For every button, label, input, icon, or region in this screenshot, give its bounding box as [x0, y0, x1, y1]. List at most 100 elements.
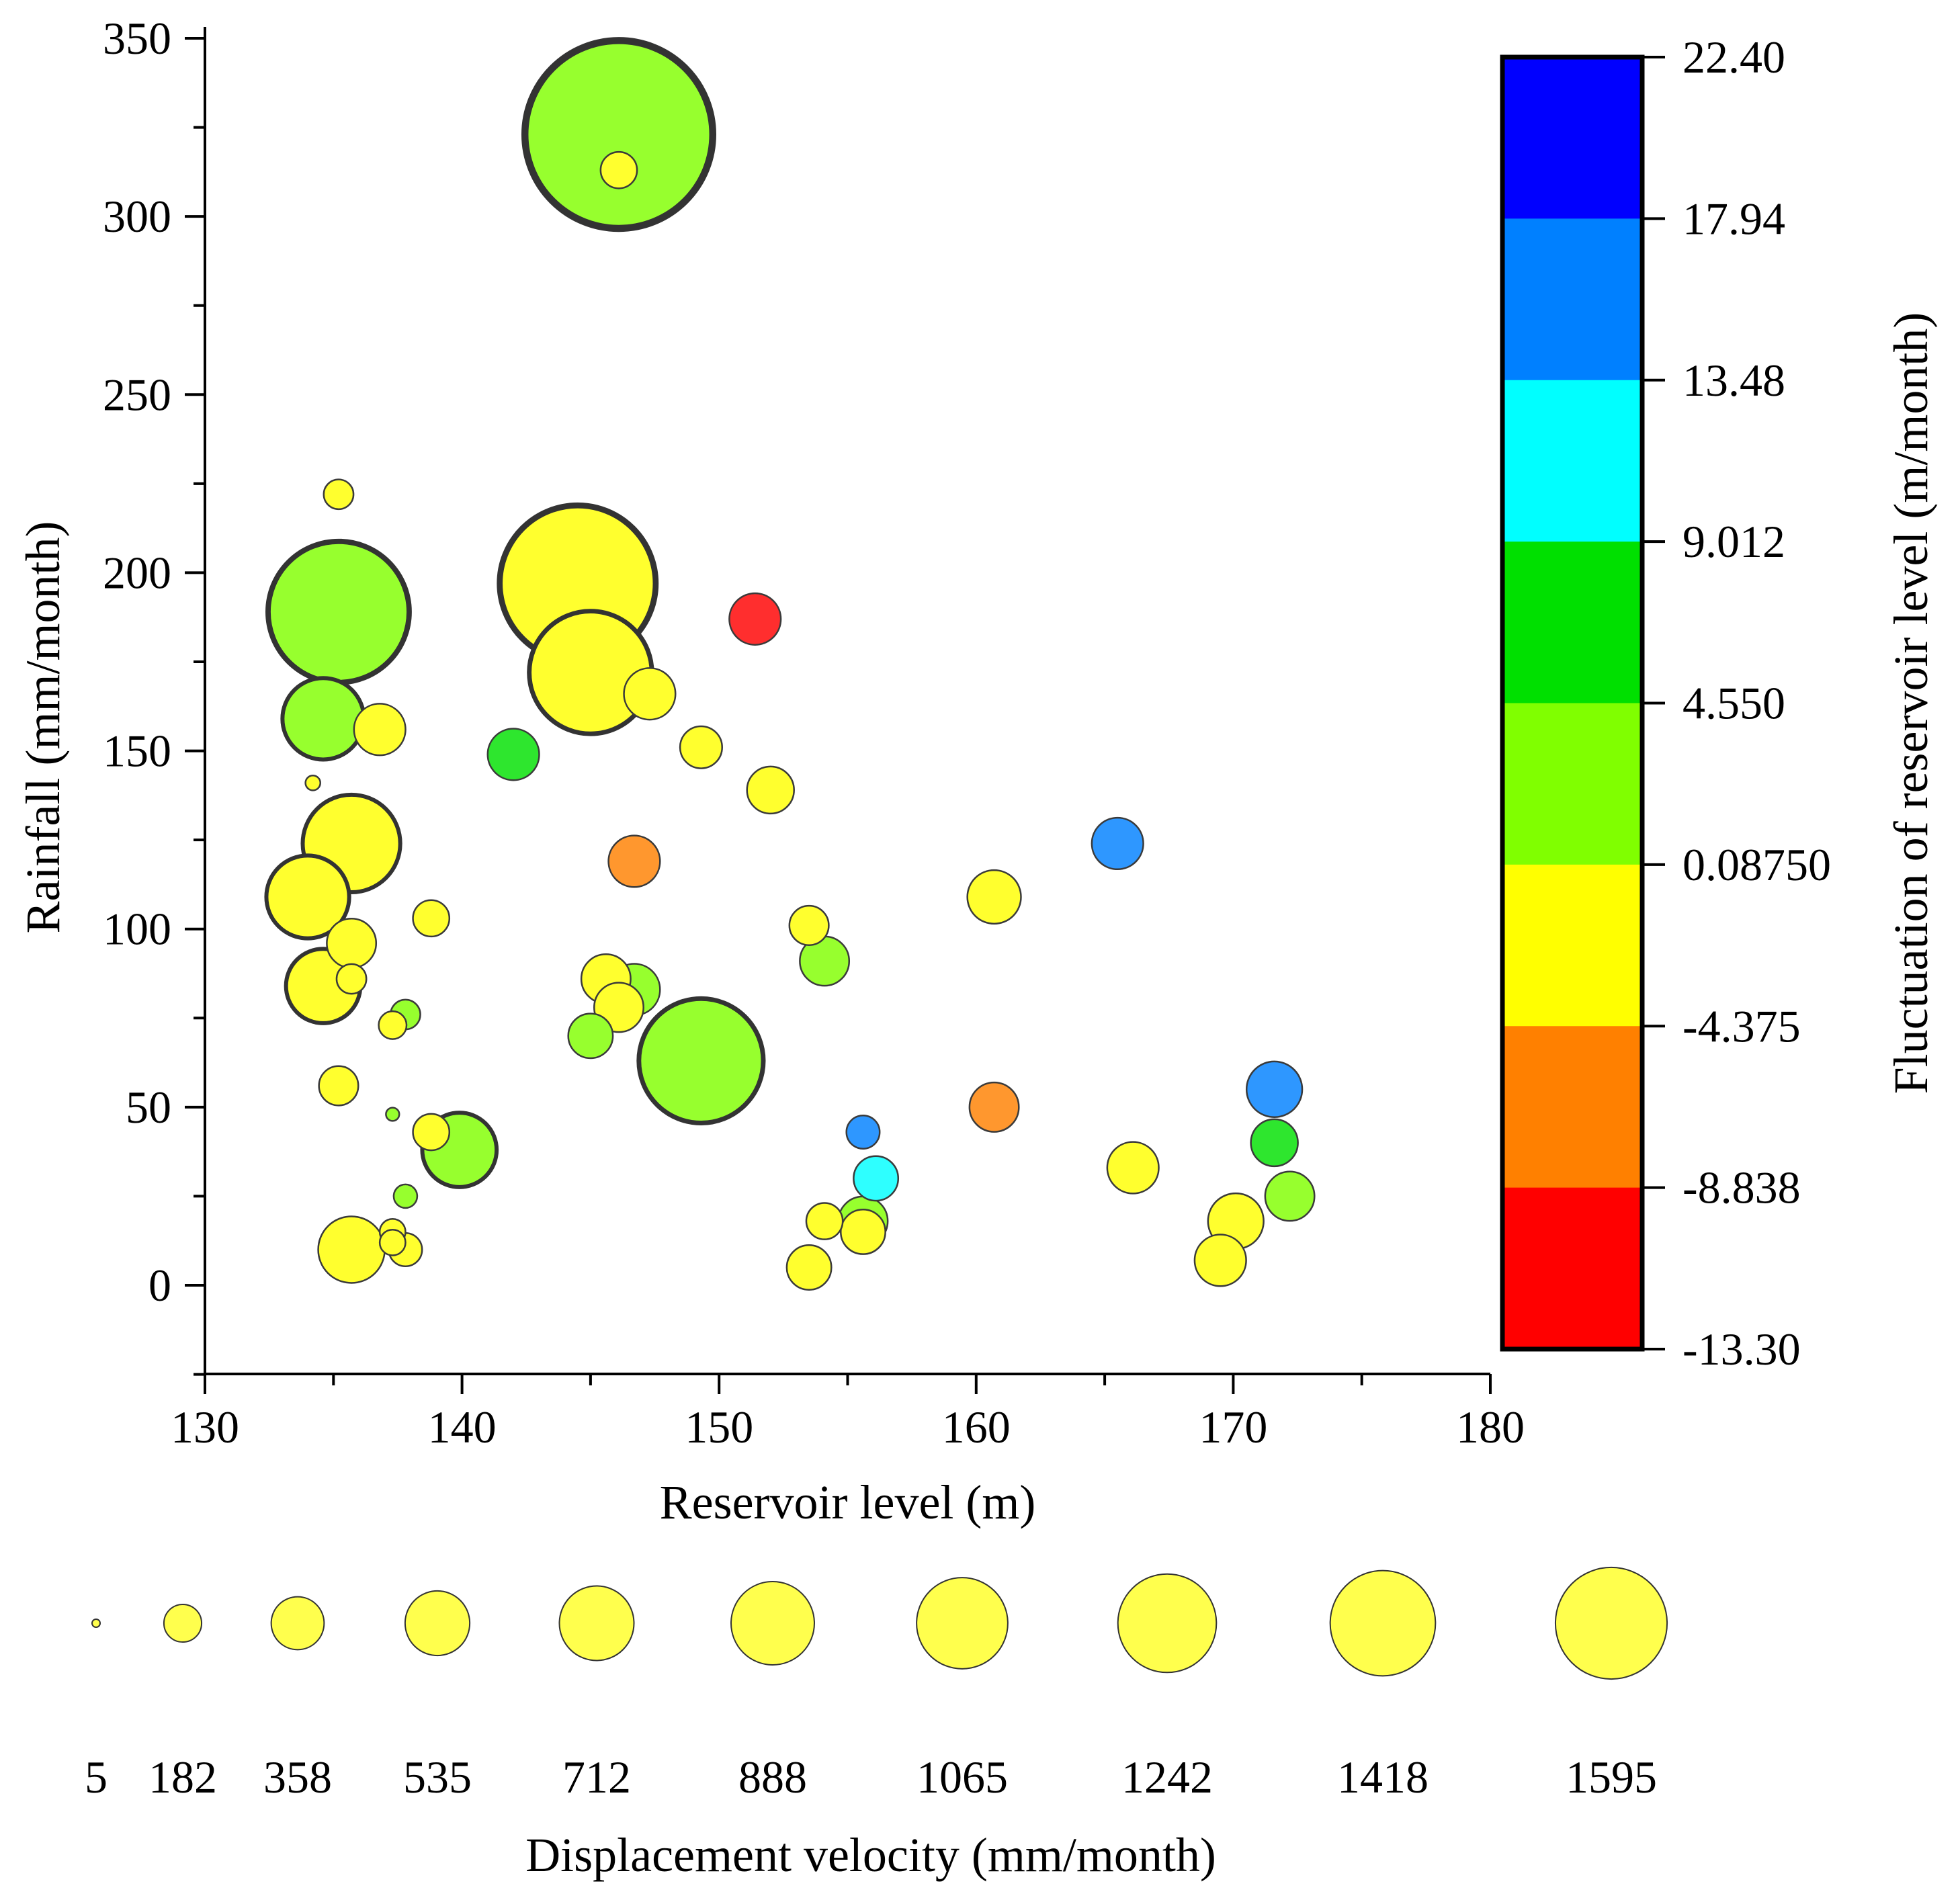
size-legend-value: 712 [562, 1752, 631, 1803]
data-point [966, 869, 1022, 925]
data-point [607, 834, 661, 888]
bubble-series [264, 37, 1316, 1291]
colorbar-tick-label: 22.40 [1682, 32, 1785, 83]
y-tick-label: 350 [103, 13, 171, 64]
colorbar-tick-label: 17.94 [1682, 193, 1785, 244]
size-legend-bubble [1329, 1569, 1437, 1677]
data-point [353, 703, 407, 757]
data-point [378, 1228, 407, 1256]
data-point [746, 765, 795, 815]
data-point [318, 1065, 359, 1107]
colorbar-band [1502, 380, 1642, 542]
x-tick-label: 140 [428, 1402, 497, 1453]
data-point [1193, 1234, 1247, 1287]
colorbar-tick-label: -8.838 [1682, 1162, 1801, 1213]
size-legend-bubble [730, 1581, 815, 1666]
data-point [1106, 1141, 1160, 1195]
size-legend-value: 358 [263, 1752, 332, 1803]
size-legend: 5 182 358 535 712 888 1065 1242 1418 1595 [85, 1566, 1668, 1803]
data-point [623, 667, 677, 721]
y-tick-label: 50 [126, 1082, 171, 1133]
data-point [527, 609, 654, 736]
size-legend-label: Displacement velocity (mm/month) [525, 1828, 1216, 1882]
data-point [805, 1202, 844, 1240]
size-legend-bubble [270, 1596, 325, 1651]
size-legend-bubble [163, 1603, 203, 1643]
size-legend-value: 5 [85, 1752, 108, 1803]
size-legend-value: 888 [738, 1752, 807, 1803]
size-legend-bubble [1554, 1566, 1668, 1680]
y-tick-label: 0 [148, 1260, 171, 1311]
colorbar-tick-label: -13.30 [1682, 1324, 1801, 1375]
data-point [840, 1209, 886, 1255]
data-point [567, 1012, 614, 1060]
data-point [853, 1155, 900, 1202]
y-tick-label: 300 [103, 191, 171, 242]
data-point [521, 37, 717, 232]
data-point [385, 1107, 400, 1122]
data-point [486, 728, 540, 781]
x-tick-label: 180 [1456, 1402, 1525, 1453]
colorbar-tick-label: 13.48 [1682, 355, 1785, 406]
x-axis-label: Reservoir level (m) [660, 1475, 1036, 1529]
size-legend-bubble [558, 1585, 635, 1662]
size-legend-value: 1242 [1121, 1752, 1213, 1803]
data-point [679, 725, 723, 769]
axes: 0 50 100 150 200 250 300 350 130 140 150 160 170 180 [103, 13, 1525, 1453]
data-point [1245, 1060, 1304, 1119]
colorbar-tick-label: 4.550 [1682, 678, 1785, 729]
data-point [264, 853, 351, 941]
y-tick-label: 100 [103, 904, 171, 955]
y-tick-label: 250 [103, 369, 171, 420]
data-point [392, 1183, 419, 1209]
data-point [280, 676, 366, 762]
data-point [1091, 816, 1144, 871]
data-point [968, 1081, 1020, 1133]
size-legend-bubble [1117, 1573, 1218, 1674]
colorbar-tick-label: 9.012 [1682, 516, 1785, 567]
data-point [317, 1215, 386, 1284]
colorbar: 22.40 17.94 13.48 9.012 4.550 0.08750 -4.375 -8… [1500, 32, 1831, 1375]
data-point [304, 774, 322, 791]
y-axis-label: Rainfall (mm/month) [16, 521, 70, 934]
size-legend-value: 182 [148, 1752, 217, 1803]
size-legend-value: 1418 [1337, 1752, 1429, 1803]
colorbar-band [1502, 1026, 1642, 1189]
data-point [599, 150, 638, 189]
colorbar-label: Fluctuation of reservoir level (m/month) [1884, 312, 1938, 1094]
colorbar-band [1502, 542, 1642, 703]
y-tick-label: 200 [103, 547, 171, 598]
colorbar-band [1502, 864, 1642, 1027]
x-tick-label: 160 [942, 1402, 1011, 1453]
size-legend-value: 1595 [1566, 1752, 1657, 1803]
x-tick-label: 170 [1199, 1402, 1267, 1453]
data-point [326, 917, 378, 969]
size-legend-bubble [916, 1577, 1009, 1670]
data-point [785, 1244, 833, 1291]
colorbar-band [1502, 57, 1642, 219]
data-point [412, 1113, 451, 1152]
data-point [265, 538, 412, 685]
size-legend-value: 535 [403, 1752, 472, 1803]
data-point [335, 963, 368, 995]
colorbar-band [1502, 703, 1642, 865]
x-tick-label: 150 [685, 1402, 753, 1453]
data-point [323, 478, 355, 511]
data-point [1250, 1118, 1299, 1168]
colorbar-tick-label: 0.08750 [1682, 839, 1831, 890]
data-point [378, 1010, 408, 1040]
colorbar-tick-label: -4.375 [1682, 1000, 1801, 1051]
size-legend-value: 1065 [917, 1752, 1008, 1803]
size-legend-bubble [91, 1619, 101, 1628]
colorbar-band [1502, 1187, 1642, 1350]
data-point [845, 1114, 881, 1150]
data-point [636, 996, 766, 1125]
data-point [412, 899, 451, 938]
y-tick-label: 150 [103, 726, 171, 777]
x-tick-label: 130 [171, 1402, 239, 1453]
data-point [788, 904, 830, 946]
size-legend-bubble [404, 1590, 471, 1657]
colorbar-band [1502, 218, 1642, 381]
data-point [728, 592, 782, 646]
